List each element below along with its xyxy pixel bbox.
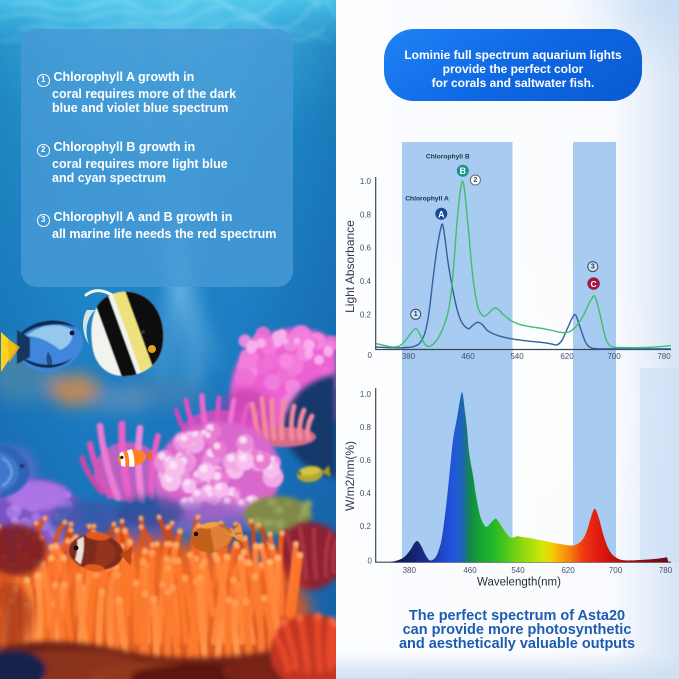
svg-text:0.4: 0.4 [360,489,372,498]
svg-text:780: 780 [657,352,671,361]
svg-text:1: 1 [414,311,418,318]
svg-text:540: 540 [511,566,525,575]
svg-text:Light Absorbance: Light Absorbance [343,220,357,313]
svg-text:B: B [460,166,467,176]
svg-text:540: 540 [510,352,524,361]
svg-text:1.0: 1.0 [360,177,372,186]
svg-text:380: 380 [402,352,416,361]
svg-text:Chlorophyll A: Chlorophyll A [405,196,449,203]
svg-text:2: 2 [473,177,477,184]
svg-text:620: 620 [561,566,575,575]
svg-text:1.0: 1.0 [360,390,372,399]
svg-text:0: 0 [368,557,373,566]
svg-text:0.8: 0.8 [360,423,372,432]
svg-text:0: 0 [368,351,373,360]
svg-text:A: A [438,209,445,219]
svg-text:460: 460 [463,566,477,575]
svg-text:700: 700 [607,352,621,361]
svg-text:Wavelength(nm): Wavelength(nm) [477,577,561,589]
svg-text:620: 620 [560,352,574,361]
svg-text:460: 460 [461,352,475,361]
svg-text:0.6: 0.6 [360,244,372,253]
svg-text:3: 3 [591,263,595,270]
svg-text:380: 380 [403,566,417,575]
svg-text:C: C [591,279,597,289]
svg-text:0.2: 0.2 [360,311,372,320]
svg-text:0.4: 0.4 [360,277,372,286]
svg-text:0.8: 0.8 [360,210,372,219]
svg-text:0.6: 0.6 [360,456,372,465]
svg-text:780: 780 [659,566,673,575]
svg-text:Chlorophyll B: Chlorophyll B [426,154,470,161]
svg-text:700: 700 [609,566,623,575]
svg-text:0.2: 0.2 [360,522,372,531]
svg-text:W/m2/nm(%): W/m2/nm(%) [343,441,357,511]
